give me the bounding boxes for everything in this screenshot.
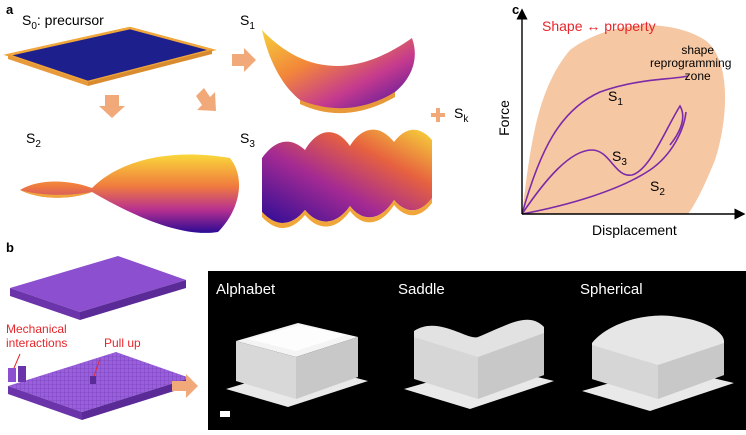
s1-sub: 1 [249,20,255,32]
curve-s2-base: S [650,178,660,194]
panel-a-graphics [3,26,445,233]
panel-c-chart [516,8,746,220]
arrow-right-photos [172,374,198,398]
mechanical-label: Mechanical interactions [6,322,67,350]
s1-base: S [240,12,250,28]
sk-sub: k [463,113,469,125]
curve-s1 [521,75,689,215]
zone-line1: shape [681,43,715,57]
sk-base: S [454,105,464,121]
s2-base: S [26,130,36,146]
s3-base: S [240,130,250,146]
interaction-blocks [8,353,26,382]
saddle-block [404,319,554,409]
pixelated-plate [8,352,190,412]
panel-b-schematic [8,256,198,420]
sk-plus-icon [431,108,445,122]
curve-s1-sub: 1 [617,96,623,108]
chart-title: Shape ↔ property [542,18,656,34]
s1-label: S1 [240,12,255,32]
pulled-pixel [90,376,96,384]
curve-s1-base: S [608,88,618,104]
s1-saddle-surface [262,30,415,113]
sk-label: Sk [454,105,468,125]
spherical-block [582,315,734,411]
photo-label-spherical: Spherical [580,281,643,298]
scale-bar [220,411,230,417]
panel-c-letter: c [512,2,520,17]
s2-sub: 2 [35,138,41,150]
pullup-label: Pull up [104,336,141,350]
arrow-right-s1 [232,48,256,72]
s2-label: S2 [26,130,41,150]
curve-label-s2: S2 [650,178,665,198]
x-axis-label: Displacement [592,222,677,238]
s3-label: S3 [240,130,255,150]
alphabet-block [226,323,368,407]
curve-s2 [521,111,687,215]
curve-label-s1: S1 [608,88,623,108]
photo-graphics [220,315,734,417]
s2-twisted-surface [20,154,240,233]
s3-sub: 3 [249,138,255,150]
s0-sub: 0 [31,20,37,32]
photo-label-alphabet: Alphabet [216,281,276,298]
top-plate [10,256,186,312]
arrow-down-s2 [99,95,125,118]
curve-s3-base: S [612,148,622,164]
zone-line2: reprogramming [650,56,732,70]
s0-precursor-plate [3,26,217,84]
photo-label-saddle: Saddle [398,281,445,298]
s0-suffix: : precursor [36,12,104,28]
curve-s3 [521,104,684,215]
zone-label: shape reprogramming zone [650,43,731,83]
zone-line3: zone [684,69,711,83]
s0-precursor-label: S0: precursor [22,12,104,32]
panel-a-letter: a [6,2,14,17]
y-axis-label: Force [495,100,512,136]
s3-wavy-surface [262,129,432,223]
s0-base: S [22,12,32,28]
reprogramming-zone [522,25,726,215]
curve-label-s3: S3 [612,148,627,168]
photo-strip: Alphabet Saddle Spherical [208,271,746,430]
arrow-diag-s3 [196,88,216,111]
panel-b-letter: b [6,240,14,255]
curve-s3-sub: 3 [621,156,627,168]
mechanical-line1: Mechanical [6,322,67,336]
mechanical-line2: interactions [6,336,68,350]
curve-s2-sub: 2 [659,186,665,198]
